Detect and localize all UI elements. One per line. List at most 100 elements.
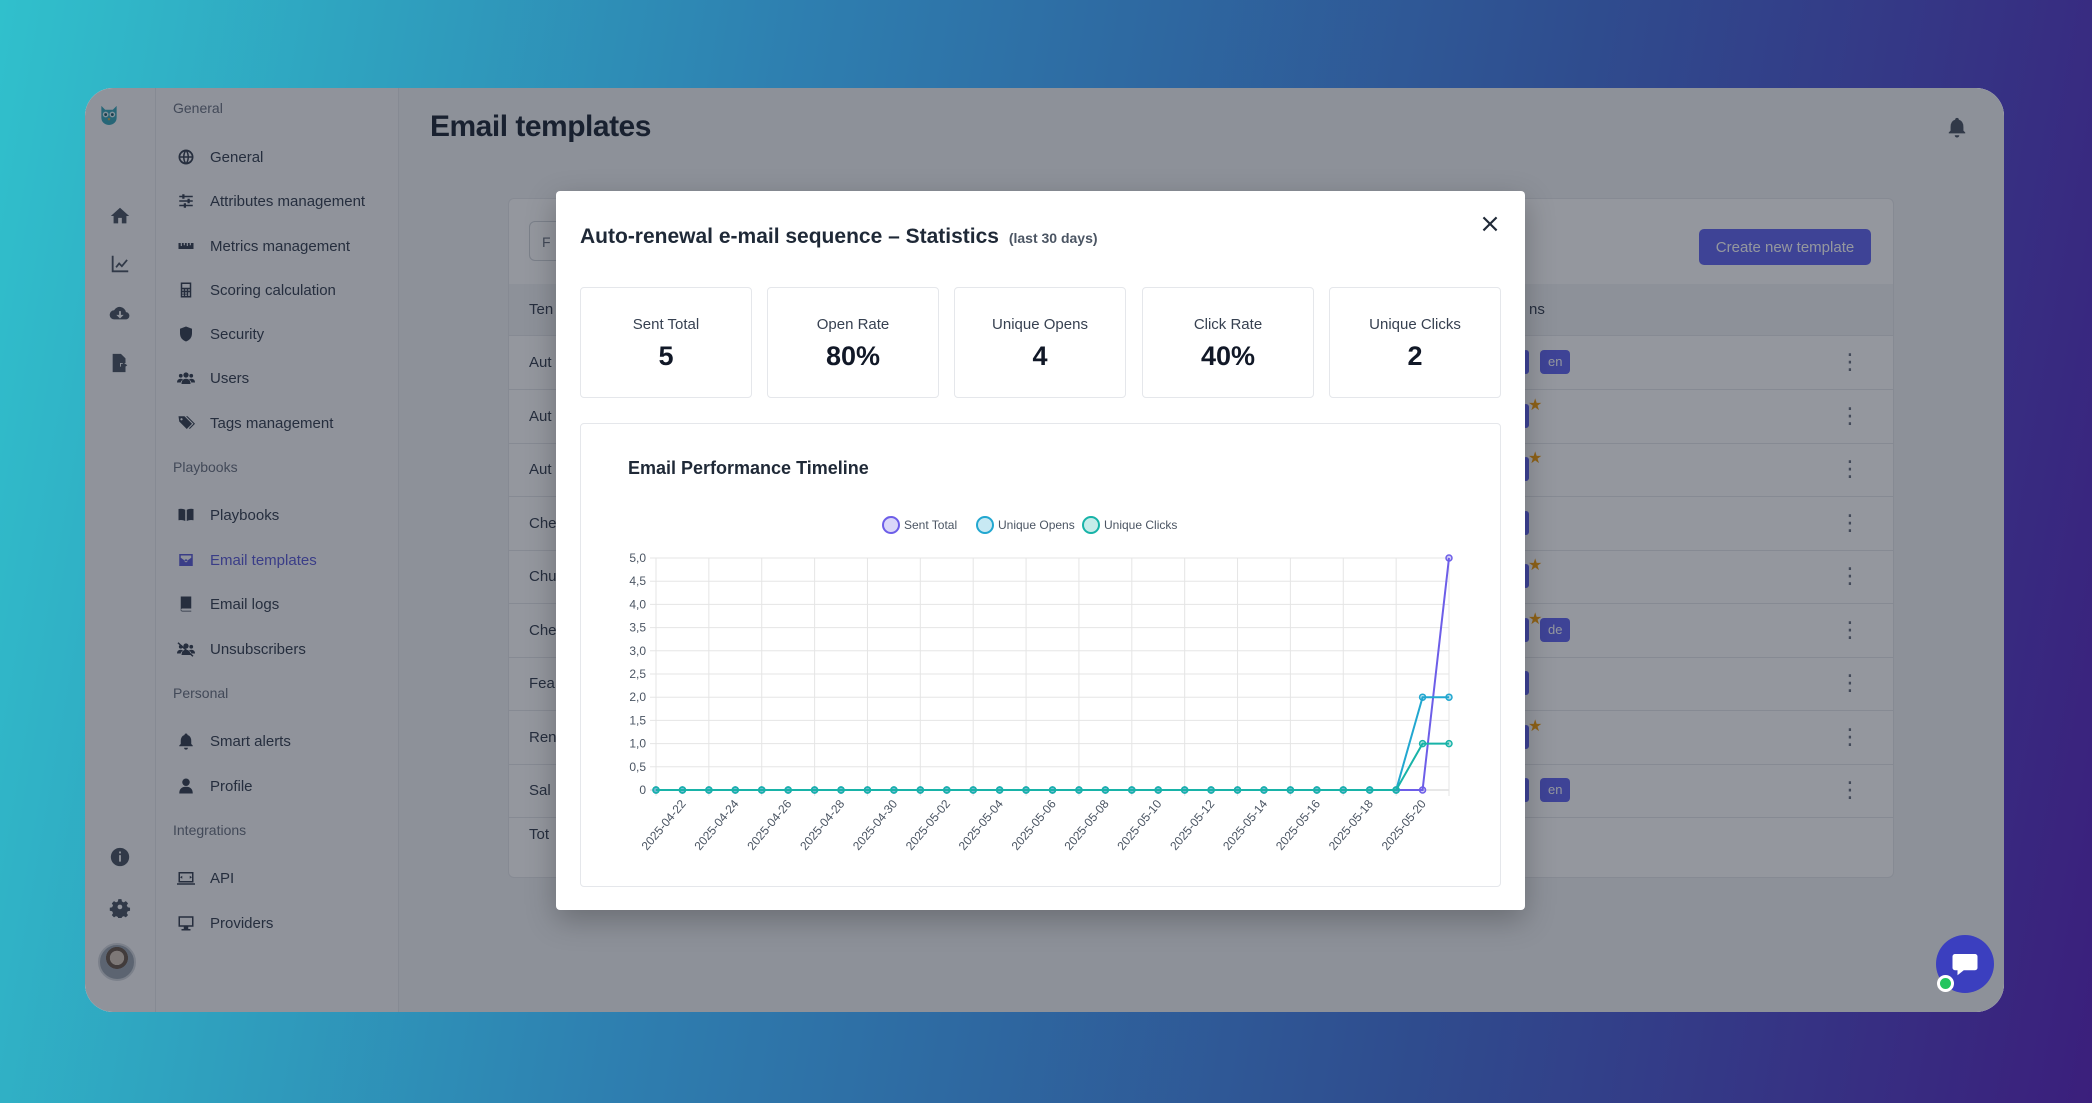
cloud-download-icon[interactable] bbox=[107, 300, 133, 326]
row-actions-kebab-icon[interactable]: ⋮ bbox=[1839, 349, 1861, 374]
sidebar-item-api[interactable]: API bbox=[176, 865, 234, 891]
sidebar-item-label: Security bbox=[210, 325, 265, 343]
info-icon[interactable] bbox=[107, 844, 133, 870]
data-point bbox=[1365, 786, 1374, 794]
language-badge[interactable]: de bbox=[1540, 617, 1571, 642]
language-badge-partial bbox=[1523, 510, 1529, 535]
sidebar-item-label: Providers bbox=[210, 914, 274, 932]
sidebar-item-email-templates[interactable]: Email templates bbox=[176, 547, 317, 573]
legend-swatch bbox=[1082, 516, 1100, 534]
legend-swatch bbox=[882, 516, 900, 534]
owl-logo-icon[interactable] bbox=[98, 104, 142, 150]
sidebar-item-tags[interactable]: Tags management bbox=[176, 410, 333, 436]
data-point bbox=[969, 786, 977, 794]
sidebar-item-label: Attributes management bbox=[210, 192, 366, 210]
sidebar-item-metrics[interactable]: Metrics management bbox=[176, 233, 350, 259]
online-status-dot bbox=[1937, 975, 1954, 992]
sidebar-item-general[interactable]: General bbox=[176, 144, 263, 170]
row-actions-kebab-icon[interactable]: ⋮ bbox=[1839, 402, 1861, 428]
x-tick-label: 2025-05-10 bbox=[1114, 797, 1164, 853]
sidebar-item-label: Unsubscribers bbox=[210, 640, 306, 658]
star-icon: ★ bbox=[1528, 717, 1543, 735]
sidebar-item-scoring[interactable]: Scoring calculation bbox=[176, 277, 336, 303]
sidebar-item-label: Playbooks bbox=[210, 506, 280, 524]
x-tick-label: 2025-04-28 bbox=[797, 797, 847, 853]
row-actions-kebab-icon[interactable]: ⋮ bbox=[1839, 777, 1861, 802]
column-header-languages: ns bbox=[1529, 301, 1545, 318]
sidebar-item-label: General bbox=[210, 148, 264, 166]
stat-label: Click Rate bbox=[1193, 316, 1263, 333]
data-point bbox=[1075, 786, 1083, 794]
sidebar-item-attributes[interactable]: Attributes management bbox=[176, 188, 365, 214]
modal-title: Auto-renewal e-mail sequence – Statistic… bbox=[580, 225, 1098, 249]
legend-label: Unique Clicks bbox=[1104, 518, 1177, 532]
x-tick-label: 2025-05-14 bbox=[1220, 797, 1270, 853]
template-name-cell: Aut bbox=[529, 407, 552, 425]
data-point bbox=[678, 786, 687, 794]
home-icon[interactable] bbox=[107, 203, 133, 229]
data-point bbox=[863, 786, 872, 794]
sidebar-item-users[interactable]: Users bbox=[176, 365, 249, 391]
x-tick-label: 2025-04-22 bbox=[639, 797, 689, 853]
sidebar-item-label: Profile bbox=[210, 777, 253, 795]
sidebar-item-label: API bbox=[210, 869, 235, 887]
chart-line-icon[interactable] bbox=[107, 251, 133, 277]
stat-card-unique-opens: Unique Opens 4 bbox=[954, 287, 1126, 398]
users-slash-icon bbox=[176, 639, 196, 659]
data-point bbox=[1180, 786, 1189, 794]
row-actions-kebab-icon[interactable]: ⋮ bbox=[1839, 723, 1861, 749]
icon-rail bbox=[85, 88, 156, 1012]
close-icon[interactable]: × bbox=[1475, 209, 1505, 239]
chat-bubble-icon bbox=[1952, 954, 1978, 976]
data-point bbox=[1022, 786, 1030, 794]
x-tick-label: 2025-04-30 bbox=[850, 797, 900, 853]
data-point bbox=[1048, 786, 1057, 794]
data-point bbox=[1286, 786, 1295, 794]
stat-value: 5 bbox=[658, 341, 674, 371]
stat-label: Sent Total bbox=[632, 316, 700, 333]
template-name-cell: Sal bbox=[529, 782, 551, 799]
data-point bbox=[1392, 786, 1400, 794]
sidebar-item-smart-alerts[interactable]: Smart alerts bbox=[176, 728, 291, 754]
language-badge[interactable]: en bbox=[1540, 350, 1571, 374]
file-export-icon[interactable] bbox=[107, 350, 133, 376]
row-actions-kebab-icon[interactable]: ⋮ bbox=[1839, 456, 1861, 481]
notification-bell-icon[interactable] bbox=[1946, 116, 1968, 138]
row-actions-kebab-icon[interactable]: ⋮ bbox=[1839, 563, 1861, 588]
sidebar-item-unsubscribers[interactable]: Unsubscribers bbox=[176, 636, 306, 662]
sidebar-item-email-logs[interactable]: Email logs bbox=[176, 591, 279, 617]
sidebar-item-label: Email logs bbox=[210, 595, 280, 613]
gear-icon[interactable] bbox=[107, 894, 133, 920]
x-tick-label: 2025-05-18 bbox=[1326, 797, 1376, 853]
template-name-cell: Ren bbox=[529, 728, 557, 746]
data-point bbox=[731, 786, 740, 794]
template-name-cell: Che bbox=[529, 514, 557, 532]
create-template-button[interactable]: Create new template bbox=[1699, 229, 1871, 265]
language-badge-partial bbox=[1523, 724, 1529, 749]
sidebar-item-providers[interactable]: Providers bbox=[176, 910, 273, 936]
globe-icon bbox=[176, 147, 196, 167]
stat-card-unique-clicks: Unique Clicks 2 bbox=[1329, 287, 1501, 398]
avatar[interactable] bbox=[98, 943, 136, 981]
sidebar-item-security[interactable]: Security bbox=[176, 321, 264, 347]
language-badge[interactable]: en bbox=[1540, 778, 1571, 802]
page-title: Email templates bbox=[430, 110, 651, 143]
sidebar-item-label: Tags management bbox=[210, 414, 334, 432]
column-header-name: Ten bbox=[529, 301, 554, 318]
row-actions-kebab-icon[interactable]: ⋮ bbox=[1839, 509, 1861, 535]
data-point bbox=[784, 786, 792, 794]
row-actions-kebab-icon[interactable]: ⋮ bbox=[1839, 616, 1861, 642]
chart-title: Email Performance Timeline bbox=[628, 458, 869, 478]
x-tick-label: 2025-04-24 bbox=[691, 797, 741, 853]
ruler-icon bbox=[176, 236, 196, 256]
chat-launcher-button[interactable] bbox=[1936, 935, 1994, 993]
sidebar-item-playbooks[interactable]: Playbooks bbox=[176, 502, 279, 528]
language-badge-partial bbox=[1523, 671, 1529, 695]
row-actions-kebab-icon[interactable]: ⋮ bbox=[1839, 670, 1861, 695]
data-point bbox=[810, 786, 819, 794]
sidebar-item-profile[interactable]: Profile bbox=[176, 773, 253, 799]
sidebar-item-label: Email templates bbox=[210, 551, 317, 569]
stat-card-click-rate: Click Rate 40% bbox=[1142, 287, 1314, 398]
api-icon bbox=[176, 868, 196, 888]
data-point bbox=[890, 786, 898, 794]
